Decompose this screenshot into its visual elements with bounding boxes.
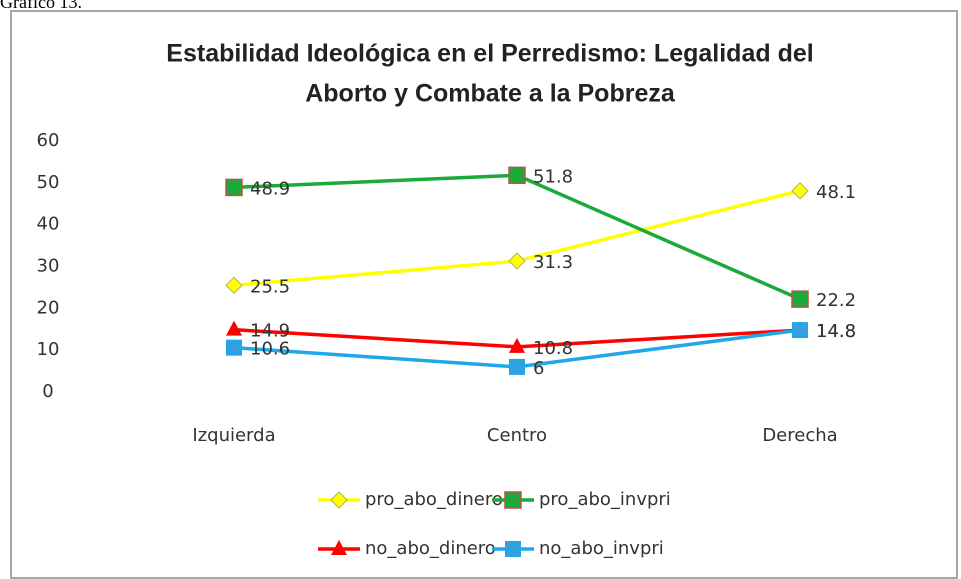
marker-x: [505, 541, 521, 557]
marker: [509, 358, 525, 375]
data-label: 25.5: [250, 276, 290, 297]
marker: [791, 182, 809, 200]
caption: Gráfico 13.: [0, 0, 82, 12]
data-label: 10.6: [250, 339, 290, 360]
legend-label: pro_abo_invpri: [539, 489, 671, 510]
y-tick-label: 0: [42, 381, 53, 402]
marker: [791, 290, 809, 308]
legend-label: no_abo_invpri: [539, 538, 664, 559]
marker: [225, 276, 243, 295]
marker-x: [792, 322, 808, 338]
data-label: 10.8: [533, 338, 573, 359]
marker: [331, 540, 347, 555]
y-tick-label: 60: [37, 130, 60, 151]
chart-title: Estabilidad Ideológica en el Perredismo:…: [166, 40, 813, 68]
legend-label: pro_abo_dinero: [365, 489, 503, 510]
marker: [330, 491, 348, 509]
marker: [509, 337, 525, 353]
x-tick-label: Derecha: [762, 425, 837, 446]
chart-title: Aborto y Combate a la Pobreza: [305, 80, 676, 108]
x-tick-label: Centro: [487, 425, 547, 446]
marker: [508, 166, 526, 185]
data-label: 14.8: [816, 321, 856, 342]
data-label: 48.9: [250, 178, 290, 199]
marker: [504, 491, 522, 509]
data-label: 22.2: [816, 290, 856, 311]
marker-x: [509, 359, 525, 375]
data-label: 14.8: [816, 321, 856, 342]
marker: [508, 252, 526, 270]
y-tick-label: 30: [37, 256, 60, 277]
legend-label: no_abo_dinero: [365, 538, 496, 559]
marker: [792, 322, 808, 339]
data-label: 31.3: [533, 252, 573, 273]
data-label: 6: [533, 358, 544, 379]
marker: [225, 178, 243, 197]
marker: [226, 339, 242, 356]
marker: [226, 320, 242, 336]
y-tick-label: 20: [37, 297, 60, 318]
data-label: 48.1: [816, 182, 856, 203]
y-tick-label: 50: [37, 172, 60, 193]
y-tick-label: 10: [37, 339, 60, 360]
x-tick-label: Izquierda: [192, 425, 275, 446]
marker: [505, 541, 521, 557]
data-label: 51.8: [533, 166, 573, 187]
y-tick-label: 40: [37, 214, 60, 235]
marker-x: [226, 340, 242, 356]
data-label: 14.9: [250, 321, 290, 342]
